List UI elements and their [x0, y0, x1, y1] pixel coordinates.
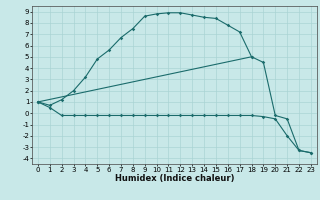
X-axis label: Humidex (Indice chaleur): Humidex (Indice chaleur): [115, 174, 234, 183]
